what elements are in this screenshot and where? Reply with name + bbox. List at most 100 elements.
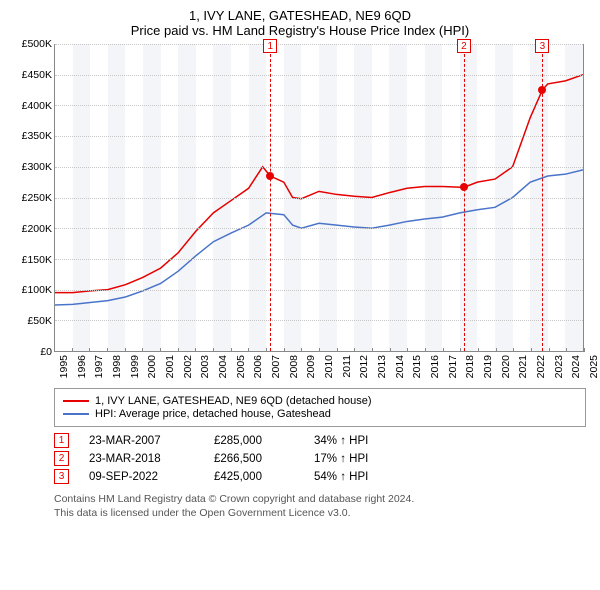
x-tickmark xyxy=(72,348,73,352)
x-tickmark xyxy=(89,348,90,352)
x-tickmark xyxy=(284,348,285,352)
x-tickmark xyxy=(460,348,461,352)
x-tickmark xyxy=(425,348,426,352)
y-tick-label: £150K xyxy=(22,254,52,266)
event-row: 2 23-MAR-2018 £266,500 17% ↑ HPI xyxy=(54,451,586,466)
y-axis: £0£50K£100K£150K£200K£250K£300K£350K£400… xyxy=(10,44,54,352)
x-tickmark xyxy=(142,348,143,352)
event-date: 09-SEP-2022 xyxy=(89,471,194,483)
x-tick-label: 2010 xyxy=(323,355,335,378)
legend-swatch xyxy=(63,413,89,415)
event-dot xyxy=(460,183,468,191)
event-row-marker: 3 xyxy=(54,469,69,484)
event-dot xyxy=(266,172,274,180)
gridline xyxy=(55,228,583,229)
x-tickmark xyxy=(195,348,196,352)
event-price: £425,000 xyxy=(214,471,294,483)
x-tickmark xyxy=(125,348,126,352)
x-tickmark xyxy=(337,348,338,352)
event-date: 23-MAR-2007 xyxy=(89,435,194,447)
x-tick-label: 2018 xyxy=(464,355,476,378)
chart-area: £0£50K£100K£150K£200K£250K£300K£350K£400… xyxy=(10,44,590,382)
gridline xyxy=(55,167,583,168)
x-tick-label: 1996 xyxy=(76,355,88,378)
x-tick-label: 2009 xyxy=(305,355,317,378)
x-tick-label: 2007 xyxy=(270,355,282,378)
x-tick-label: 2001 xyxy=(164,355,176,378)
x-tickmark xyxy=(354,348,355,352)
event-price: £266,500 xyxy=(214,453,294,465)
y-tick-label: £200K xyxy=(22,223,52,235)
legend-label: HPI: Average price, detached house, Gate… xyxy=(95,408,331,420)
x-tickmark xyxy=(407,348,408,352)
x-tick-label: 1997 xyxy=(93,355,105,378)
gridline xyxy=(55,198,583,199)
event-row: 3 09-SEP-2022 £425,000 54% ↑ HPI xyxy=(54,469,586,484)
x-tickmark xyxy=(160,348,161,352)
y-tick-label: £250K xyxy=(22,192,52,204)
event-row-marker: 2 xyxy=(54,451,69,466)
x-axis: 1995199619971998199920002001200220032004… xyxy=(54,352,584,382)
gridline xyxy=(55,320,583,321)
x-tick-label: 2022 xyxy=(535,355,547,378)
gridline xyxy=(55,75,583,76)
x-tick-label: 2016 xyxy=(429,355,441,378)
x-tickmark xyxy=(319,348,320,352)
series-line xyxy=(55,75,583,293)
legend: 1, IVY LANE, GATESHEAD, NE9 6QD (detache… xyxy=(54,388,586,427)
x-tick-label: 2015 xyxy=(411,355,423,378)
event-table: 1 23-MAR-2007 £285,000 34% ↑ HPI 2 23-MAR-201… xyxy=(54,433,586,484)
x-tickmark xyxy=(213,348,214,352)
x-tickmark xyxy=(584,348,585,352)
event-delta: 34% ↑ HPI xyxy=(314,435,368,447)
title-subtitle: Price paid vs. HM Land Registry's House … xyxy=(10,23,590,38)
plot-region: 123 xyxy=(54,44,584,352)
x-tick-label: 2024 xyxy=(570,355,582,378)
x-tickmark xyxy=(478,348,479,352)
x-tickmark xyxy=(266,348,267,352)
event-row: 1 23-MAR-2007 £285,000 34% ↑ HPI xyxy=(54,433,586,448)
legend-row: HPI: Average price, detached house, Gate… xyxy=(63,408,577,420)
event-dot xyxy=(538,86,546,94)
x-tickmark xyxy=(372,348,373,352)
x-tick-label: 1995 xyxy=(58,355,70,378)
footnote-line: Contains HM Land Registry data © Crown c… xyxy=(54,492,586,506)
y-tick-label: £0 xyxy=(40,346,52,358)
x-tick-label: 2003 xyxy=(199,355,211,378)
footnote: Contains HM Land Registry data © Crown c… xyxy=(54,492,586,520)
chart-container: 1, IVY LANE, GATESHEAD, NE9 6QD Price pa… xyxy=(0,0,600,528)
event-delta: 54% ↑ HPI xyxy=(314,471,368,483)
y-tick-label: £450K xyxy=(22,69,52,81)
gridline xyxy=(55,290,583,291)
x-tickmark xyxy=(496,348,497,352)
x-tick-label: 2012 xyxy=(358,355,370,378)
x-tickmark xyxy=(54,348,55,352)
legend-swatch xyxy=(63,400,89,402)
footnote-line: This data is licensed under the Open Gov… xyxy=(54,506,586,520)
event-delta: 17% ↑ HPI xyxy=(314,453,368,465)
event-marker: 2 xyxy=(457,39,471,53)
event-vline xyxy=(270,44,271,351)
event-row-marker: 1 xyxy=(54,433,69,448)
x-tick-label: 2008 xyxy=(288,355,300,378)
event-marker: 1 xyxy=(263,39,277,53)
x-tickmark xyxy=(178,348,179,352)
gridline xyxy=(55,44,583,45)
x-tick-label: 2004 xyxy=(217,355,229,378)
x-tickmark xyxy=(231,348,232,352)
event-price: £285,000 xyxy=(214,435,294,447)
x-tick-label: 2025 xyxy=(588,355,600,378)
x-tick-label: 2019 xyxy=(482,355,494,378)
x-tick-label: 2014 xyxy=(394,355,406,378)
x-tickmark xyxy=(531,348,532,352)
event-vline xyxy=(464,44,465,351)
x-tick-label: 2017 xyxy=(447,355,459,378)
x-tickmark xyxy=(248,348,249,352)
x-tick-label: 2023 xyxy=(553,355,565,378)
x-tick-label: 2013 xyxy=(376,355,388,378)
event-date: 23-MAR-2018 xyxy=(89,453,194,465)
x-tickmark xyxy=(301,348,302,352)
x-tickmark xyxy=(443,348,444,352)
x-tick-label: 2011 xyxy=(341,355,353,378)
legend-row: 1, IVY LANE, GATESHEAD, NE9 6QD (detache… xyxy=(63,395,577,407)
